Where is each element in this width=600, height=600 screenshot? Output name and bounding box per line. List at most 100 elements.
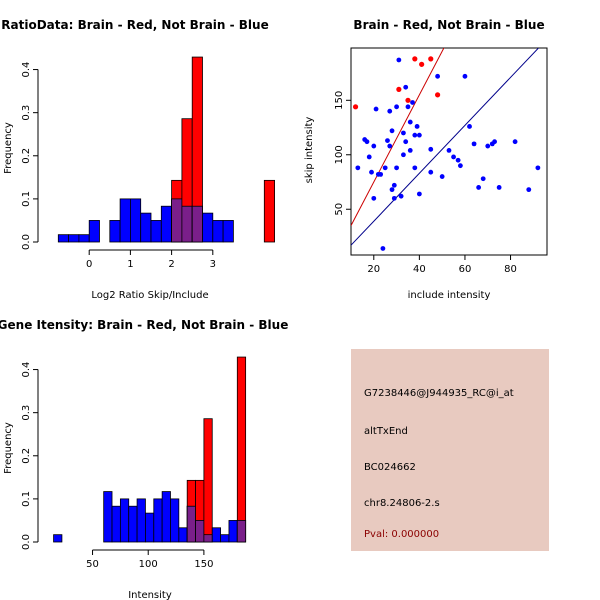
ratio-histogram-x-tick-label: 0 <box>86 259 92 270</box>
gene-histogram-panel: Gene Itensity: Brain - Red, Not Brain - … <box>0 318 288 600</box>
scatter-point-notbrain <box>455 157 461 163</box>
scatter-point-notbrain <box>428 146 434 152</box>
scatter-plot-frame <box>350 47 548 256</box>
scatter-point-notbrain <box>364 139 370 145</box>
scatter-point-brain <box>412 56 418 62</box>
scatter-point-notbrain <box>403 139 409 145</box>
scatter-y-tick-label: 50 <box>334 203 345 216</box>
gene-histogram-bar-notbrain <box>53 534 63 543</box>
gene-histogram-y-tick-label: 0.4 <box>21 362 32 378</box>
info-accession: BC024662 <box>364 462 416 473</box>
ratio-histogram-y-tick-label: 0.4 <box>21 62 32 78</box>
scatter-point-notbrain <box>380 246 386 251</box>
scatter-x-tick-label: 80 <box>504 264 517 275</box>
gene-histogram-bar-notbrain <box>178 527 188 543</box>
gene-histogram-bar-notbrain <box>228 520 238 543</box>
scatter-point-notbrain <box>385 138 390 144</box>
ratio-histogram-bar-notbrain <box>212 220 224 243</box>
scatter-point-notbrain <box>382 165 388 171</box>
gene-histogram-axes: 50 100 150 0.0 0.1 0.2 0.3 0.4 <box>21 362 213 570</box>
scatter-point-notbrain <box>394 104 399 110</box>
gene-histogram-xlabel: Intensity <box>128 590 172 600</box>
gene-histogram-bar-notbrain <box>103 491 113 543</box>
gene-histogram-ylabel: Frequency <box>3 422 14 474</box>
scatter-point-notbrain <box>371 195 377 201</box>
scatter-point-notbrain <box>462 73 468 79</box>
scatter-point-notbrain <box>401 130 406 136</box>
ratio-histogram-title: RatioData: Brain - Red, Not Brain - Blue <box>1 18 268 32</box>
scatter-point-notbrain <box>512 139 518 145</box>
scatter-title: Brain - Red, Not Brain - Blue <box>353 18 544 32</box>
scatter-point-notbrain <box>428 169 434 175</box>
scatter-ylabel: skip intensity <box>304 117 315 184</box>
gene-histogram-x-tick-label: 100 <box>139 559 158 570</box>
gene-histogram-bar-notbrain <box>128 505 138 543</box>
scatter-point-notbrain <box>476 185 482 190</box>
ratio-histogram-axes: 0 1 2 3 0.0 0.1 0.2 0.3 0.4 <box>21 62 216 270</box>
gene-histogram-bar-overlap <box>203 534 213 543</box>
scatter-point-notbrain <box>405 104 411 110</box>
scatter-trend-line-brain <box>351 48 445 226</box>
scatter-point-brain <box>428 56 434 62</box>
scatter-point-notbrain <box>457 163 463 169</box>
scatter-point-brain <box>435 92 441 98</box>
gene-histogram-bar-brain <box>203 418 213 543</box>
scatter-point-notbrain <box>407 148 413 153</box>
scatter-point-notbrain <box>471 141 477 147</box>
scatter-trend-line-notbrain <box>351 48 540 246</box>
scatter-x-tick-label: 40 <box>413 264 426 275</box>
ratio-histogram-xlabel: Log2 Ratio Skip/Include <box>91 290 208 301</box>
gene-histogram-bar-notbrain <box>145 512 155 543</box>
ratio-histogram-bar-notbrain <box>57 234 69 243</box>
gene-histogram-bar-notbrain <box>220 534 230 543</box>
ratio-histogram-bar-notbrain <box>78 234 90 243</box>
scatter-point-notbrain <box>389 187 395 193</box>
scatter-point-brain <box>405 97 411 103</box>
scatter-point-notbrain <box>371 143 377 149</box>
gene-histogram-bar-notbrain <box>119 498 130 543</box>
ratio-histogram-x-tick-label: 3 <box>210 259 216 270</box>
ratio-histogram-y-tick-label: 0.2 <box>21 148 32 164</box>
scatter-point-notbrain <box>416 191 422 197</box>
gene-histogram-y-tick-label: 0.0 <box>21 534 32 550</box>
scatter-point-brain <box>396 86 402 92</box>
scatter-point-notbrain <box>467 124 472 129</box>
scatter-point-notbrain <box>366 154 372 160</box>
scatter-point-notbrain <box>387 108 393 114</box>
scatter-point-notbrain <box>387 143 393 149</box>
scatter-x-tick-label: 60 <box>459 264 472 275</box>
ratio-histogram-bar-notbrain <box>88 220 100 243</box>
scatter-point-notbrain <box>403 84 409 90</box>
gene-histogram-bar-notbrain <box>211 527 221 543</box>
gene-histogram-bar-overlap <box>195 520 205 543</box>
info-probe-id: G7238446@J944935_RC@i_at <box>364 388 514 399</box>
scatter-axes: 20 40 60 80 50 100 150 <box>334 91 517 275</box>
gene-histogram-y-tick-label: 0.1 <box>21 491 32 507</box>
scatter-point-notbrain <box>378 171 384 177</box>
scatter-point-notbrain <box>492 139 497 145</box>
scatter-point-notbrain <box>373 106 379 112</box>
scatter-point-notbrain <box>394 165 399 171</box>
ratio-histogram-bar-notbrain <box>109 220 121 243</box>
scatter-point-notbrain <box>398 193 404 199</box>
scatter-plot-area <box>351 48 541 251</box>
scatter-point-notbrain <box>480 176 486 182</box>
scatter-point-notbrain <box>407 119 413 125</box>
ratio-histogram-bars <box>57 56 275 243</box>
scatter-point-notbrain <box>451 154 456 160</box>
ratio-histogram-bar-notbrain <box>119 198 131 243</box>
scatter-point-notbrain <box>401 152 406 158</box>
scatter-point-notbrain <box>435 73 441 79</box>
ratio-histogram-bar-overlap <box>191 205 203 243</box>
scatter-x-tick-label: 20 <box>367 264 380 275</box>
info-location: chr8.24806-2.s <box>364 498 440 509</box>
ratio-histogram-ylabel: Frequency <box>3 122 14 174</box>
gene-histogram-bar-overlap <box>186 505 196 543</box>
scatter-point-notbrain <box>396 57 402 63</box>
ratio-histogram-bar-notbrain <box>129 198 142 243</box>
scatter-panel: Brain - Red, Not Brain - Blue include in… <box>304 18 548 301</box>
ratio-histogram-x-tick-label: 1 <box>127 259 133 270</box>
ratio-histogram-y-tick-label: 0.3 <box>21 105 32 121</box>
gene-histogram-bar-notbrain <box>153 498 163 543</box>
